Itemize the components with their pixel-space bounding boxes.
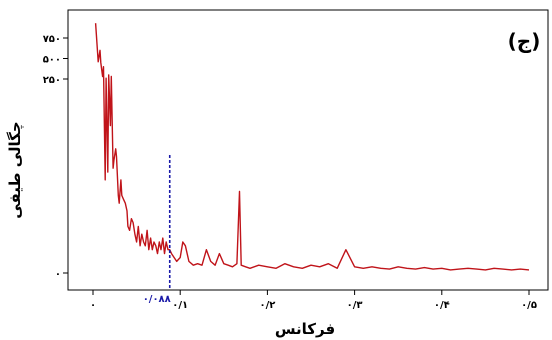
x-tick-label: ۰/۱ [172,300,188,311]
y-tick-label: ۷۵۰ [43,34,61,45]
y-axis-label: چگالی طیفی [6,121,25,218]
x-tick-label: ۰/۴ [434,300,450,311]
y-tick-label: ۲۵۰ [43,75,61,86]
y-tick-label: ۰ [55,269,61,280]
x-tick-label: ۰/۳ [347,300,363,311]
y-axis: ۰ ۲۵۰ ۵۰۰ ۷۵۰ [43,34,68,280]
x-axis-label: فرکانس [275,320,335,338]
x-tick-label: ۰/۲ [259,300,275,311]
x-tick-label: ۰ [90,300,96,311]
peak-frequency-marker-label: ۰/۰۸۸ [143,294,171,305]
plot-frame [67,9,549,291]
spectral-density-series [94,23,530,271]
x-axis: ۰ ۰/۱ ۰/۲ ۰/۳ ۰/۴ ۰/۵ [90,290,537,311]
x-tick-label: ۰/۵ [521,300,537,311]
y-tick-label: ۵۰۰ [43,55,61,66]
panel-label: (ج) [508,29,541,53]
